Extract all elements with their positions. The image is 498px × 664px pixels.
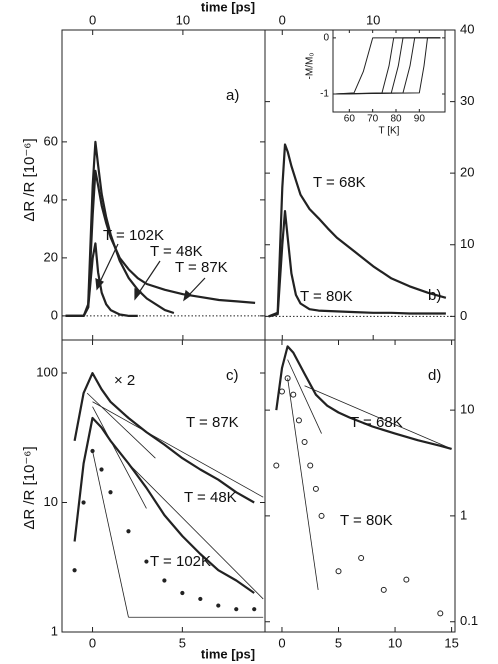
annotation: T = 102K	[103, 227, 164, 244]
fit-line	[287, 378, 319, 590]
annotation: T = 68K	[350, 414, 403, 431]
annotation: T = 80K	[300, 288, 353, 305]
annotation: T = 48K	[150, 243, 203, 260]
panel-label: c)	[226, 367, 239, 384]
arrow	[187, 277, 206, 297]
x-axis-title: T [K]	[379, 126, 400, 137]
y-tick-label: -1	[320, 89, 329, 100]
y-tick-label: 100	[36, 364, 58, 379]
x-tick-label: 0	[279, 12, 286, 27]
annotation: T = 48K	[184, 489, 237, 506]
fit-line	[287, 359, 322, 434]
data-line	[65, 169, 256, 317]
fit-line	[92, 450, 129, 618]
y-tick-label: 10	[460, 236, 474, 251]
annotation: T = 87K	[186, 414, 239, 431]
data-point	[312, 485, 319, 492]
annotation: T = 68K	[313, 174, 366, 191]
y-axis-title: ΔR /R [10⁻⁶]	[21, 138, 38, 221]
fit-line	[304, 385, 452, 450]
data-point	[318, 512, 325, 519]
data-line	[275, 345, 452, 450]
y-tick-label: 1	[51, 623, 58, 638]
data-point	[290, 391, 297, 398]
data-point	[99, 467, 104, 472]
data-point	[216, 603, 221, 608]
panel-label: b)	[428, 287, 441, 304]
data-point	[162, 578, 167, 583]
y-axis-title: -M/M₀	[305, 53, 316, 80]
y-tick-label: 20	[460, 165, 474, 180]
data-point	[126, 529, 131, 534]
data-point	[403, 576, 410, 583]
x-tick-label: 70	[367, 114, 379, 125]
x-tick-label: 15	[444, 635, 458, 650]
data-line	[268, 210, 446, 318]
data-point	[307, 462, 314, 469]
fit-line	[128, 463, 264, 600]
annotation: T = 87K	[175, 259, 228, 276]
x-tick-label: 80	[390, 114, 402, 125]
panel-label: a)	[226, 87, 239, 104]
arrow	[98, 243, 119, 285]
y-tick-label: 0	[323, 33, 329, 44]
data-point	[108, 490, 113, 495]
arrow	[137, 260, 161, 295]
data-line	[73, 372, 255, 504]
panel-frame	[264, 339, 456, 633]
y-tick-label: 40	[44, 191, 58, 206]
x-tick-label: 0	[278, 635, 285, 650]
y-tick-label: 0	[460, 308, 467, 323]
x-axis-title: time [ps]	[201, 646, 255, 661]
data-point	[180, 590, 185, 596]
annotation: T = 80K	[340, 512, 393, 529]
y-tick-label: 40	[460, 21, 474, 36]
x-tick-label: 5	[179, 635, 186, 650]
data-point	[437, 610, 444, 617]
panel-label: d)	[428, 367, 441, 384]
x-tick-label: 10	[176, 12, 190, 27]
data-point	[358, 555, 365, 562]
fit-line	[92, 406, 147, 509]
x-axis-title: time [ps]	[201, 0, 255, 14]
annotation: × 2	[114, 372, 135, 389]
y-tick-label: 60	[44, 133, 58, 148]
data-line	[335, 37, 441, 95]
data-point	[144, 559, 149, 564]
x-tick-label: 10	[388, 635, 402, 650]
y-tick-label: 0	[51, 307, 58, 322]
data-point	[234, 607, 239, 612]
y-tick-label: 1	[460, 507, 467, 522]
data-line	[268, 143, 447, 318]
x-tick-label: 5	[335, 635, 342, 650]
x-tick-label: 0	[89, 635, 96, 650]
annotation: T = 102K	[150, 553, 211, 570]
data-point	[72, 568, 77, 573]
data-point	[301, 438, 308, 445]
fit-line	[86, 392, 156, 459]
data-point	[81, 500, 86, 505]
inset-frame	[332, 29, 446, 113]
data-point	[380, 586, 387, 593]
data-point	[335, 568, 342, 575]
y-tick-label: 30	[460, 93, 474, 108]
data-line	[73, 416, 255, 594]
data-point	[273, 462, 280, 469]
data-point	[252, 607, 257, 612]
y-tick-label: 10	[460, 402, 474, 417]
x-tick-label: 60	[344, 114, 356, 125]
y-tick-label: 10	[44, 494, 58, 509]
x-tick-label: 0	[89, 12, 96, 27]
y-tick-label: 0.1	[460, 613, 478, 628]
fit-line	[92, 401, 264, 498]
data-point	[278, 388, 285, 395]
y-axis-title: ΔR /R [10⁻⁶]	[21, 446, 38, 529]
x-tick-label: 10	[366, 12, 380, 27]
data-point	[198, 596, 203, 602]
data-point	[295, 417, 302, 424]
y-tick-label: 20	[44, 249, 58, 264]
x-tick-label: 90	[414, 114, 426, 125]
